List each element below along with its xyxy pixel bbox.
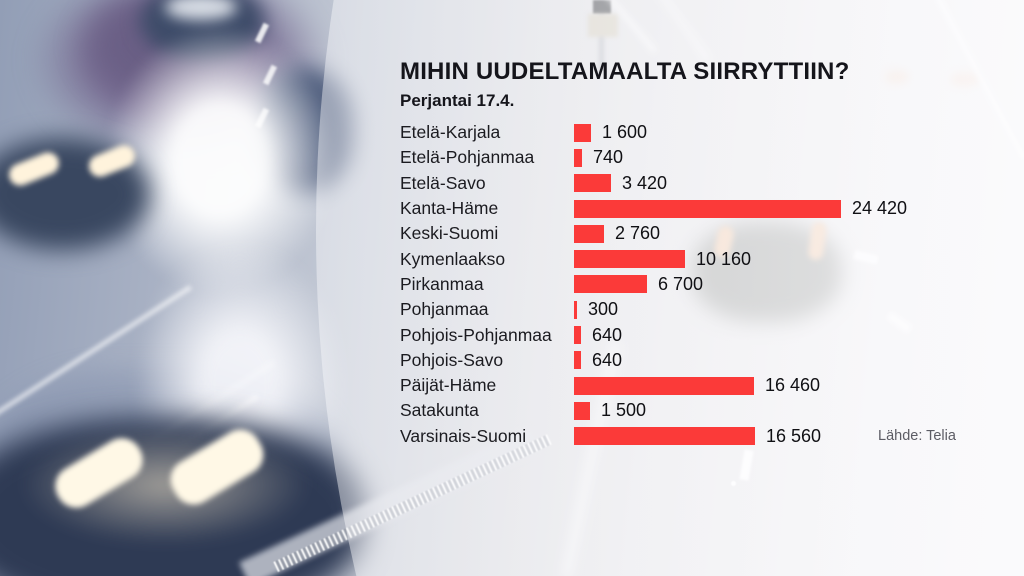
value-label: 2 760 xyxy=(615,223,661,244)
chart-row: Pohjois-Savo 640 xyxy=(400,348,1000,373)
bar xyxy=(574,326,581,345)
chart-row: Päijät-Häme 16 460 xyxy=(400,373,1000,398)
category-label: Varsinais-Suomi xyxy=(400,425,527,446)
bar-chart: MIHIN UUDELTAMAALTA SIIRRYTTIIN? Perjant… xyxy=(400,58,1000,446)
value-label: 10 160 xyxy=(696,248,752,269)
value-label: 16 460 xyxy=(765,375,821,396)
chart-row: Etelä-Savo 3 420 xyxy=(400,171,1000,196)
value-label: 24 420 xyxy=(852,198,908,219)
chart-row: Pohjois-Pohjanmaa 640 xyxy=(400,322,1000,347)
bar xyxy=(574,427,755,446)
bar xyxy=(574,250,685,269)
value-label: 1 600 xyxy=(602,122,648,143)
category-label: Pohjois-Pohjanmaa xyxy=(400,324,552,345)
chart-row: Kanta-Häme 24 420 xyxy=(400,196,1000,221)
category-label: Päijät-Häme xyxy=(400,375,497,396)
category-label: Satakunta xyxy=(400,400,479,421)
category-label: Etelä-Karjala xyxy=(400,122,501,143)
source-credit: Lähde: Telia xyxy=(878,428,956,444)
category-label: Kanta-Häme xyxy=(400,198,499,219)
chart-row: Satakunta 1 500 xyxy=(400,398,1000,423)
bar xyxy=(574,224,604,243)
category-label: Etelä-Savo xyxy=(400,172,486,193)
value-label: 740 xyxy=(593,147,624,168)
category-label: Pohjois-Savo xyxy=(400,349,504,370)
category-label: Pohjanmaa xyxy=(400,299,489,320)
category-label: Etelä-Pohjanmaa xyxy=(400,147,535,168)
category-label: Kymenlaakso xyxy=(400,248,506,269)
value-label: 300 xyxy=(588,299,619,320)
bar xyxy=(574,351,581,370)
bar xyxy=(574,199,841,218)
chart-row: Varsinais-Suomi 16 560 xyxy=(400,424,1000,449)
chart-row: Pirkanmaa 6 700 xyxy=(400,272,1000,297)
bar xyxy=(574,376,754,395)
category-label: Keski-Suomi xyxy=(400,223,499,244)
bar xyxy=(574,300,577,319)
value-label: 3 420 xyxy=(622,172,668,193)
chart-rows: Etelä-Karjala 1 600 Etelä-Pohjanmaa 740 Etel… xyxy=(400,120,1000,449)
chart-subtitle: Perjantai 17.4. xyxy=(400,90,515,110)
value-label: 640 xyxy=(592,324,623,345)
bar xyxy=(574,174,611,193)
car-roof-highlight xyxy=(165,0,237,20)
chart-row: Etelä-Karjala 1 600 xyxy=(400,120,1000,145)
value-label: 6 700 xyxy=(658,273,704,294)
translucent-panel xyxy=(316,0,1024,576)
chart-row: Keski-Suomi 2 760 xyxy=(400,221,1000,246)
bar xyxy=(574,275,647,294)
chart-row: Etelä-Pohjanmaa 740 xyxy=(400,145,1000,170)
bar xyxy=(574,148,582,167)
bar xyxy=(574,401,590,420)
category-label: Pirkanmaa xyxy=(400,273,484,294)
bar xyxy=(574,123,591,142)
value-label: 1 500 xyxy=(601,400,647,421)
chart-row: Kymenlaakso 10 160 xyxy=(400,246,1000,271)
value-label: 640 xyxy=(592,349,623,370)
chart-title: MIHIN UUDELTAMAALTA SIIRRYTTIIN? xyxy=(400,58,850,85)
chart-row: Pohjanmaa 300 xyxy=(400,297,1000,322)
value-label: 16 560 xyxy=(766,425,822,446)
